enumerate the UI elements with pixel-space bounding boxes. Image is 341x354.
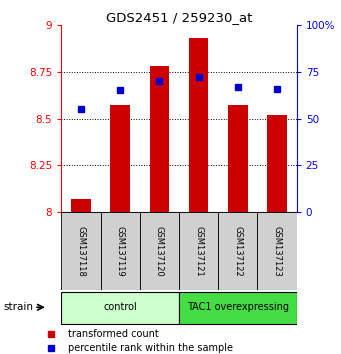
Text: control: control xyxy=(103,302,137,312)
Text: GSM137123: GSM137123 xyxy=(272,226,282,277)
Text: transformed count: transformed count xyxy=(68,329,159,339)
Bar xyxy=(267,115,287,212)
Bar xyxy=(257,212,297,290)
Bar xyxy=(61,212,101,290)
Bar xyxy=(189,38,208,212)
Bar xyxy=(71,199,91,212)
Bar xyxy=(61,292,179,324)
Text: GSM137120: GSM137120 xyxy=(155,226,164,277)
Text: strain: strain xyxy=(3,302,33,312)
Bar xyxy=(140,212,179,290)
Title: GDS2451 / 259230_at: GDS2451 / 259230_at xyxy=(106,11,252,24)
Text: GSM137121: GSM137121 xyxy=(194,226,203,277)
Bar xyxy=(150,66,169,212)
Bar xyxy=(179,212,218,290)
Bar xyxy=(218,212,257,290)
Text: GSM137122: GSM137122 xyxy=(233,226,242,277)
Text: GSM137118: GSM137118 xyxy=(76,226,86,277)
Text: GSM137119: GSM137119 xyxy=(116,226,125,277)
Text: TAC1 overexpressing: TAC1 overexpressing xyxy=(187,302,289,312)
Bar xyxy=(101,212,140,290)
Bar xyxy=(228,105,248,212)
Bar xyxy=(110,105,130,212)
Bar xyxy=(179,292,297,324)
Text: percentile rank within the sample: percentile rank within the sample xyxy=(68,343,233,353)
